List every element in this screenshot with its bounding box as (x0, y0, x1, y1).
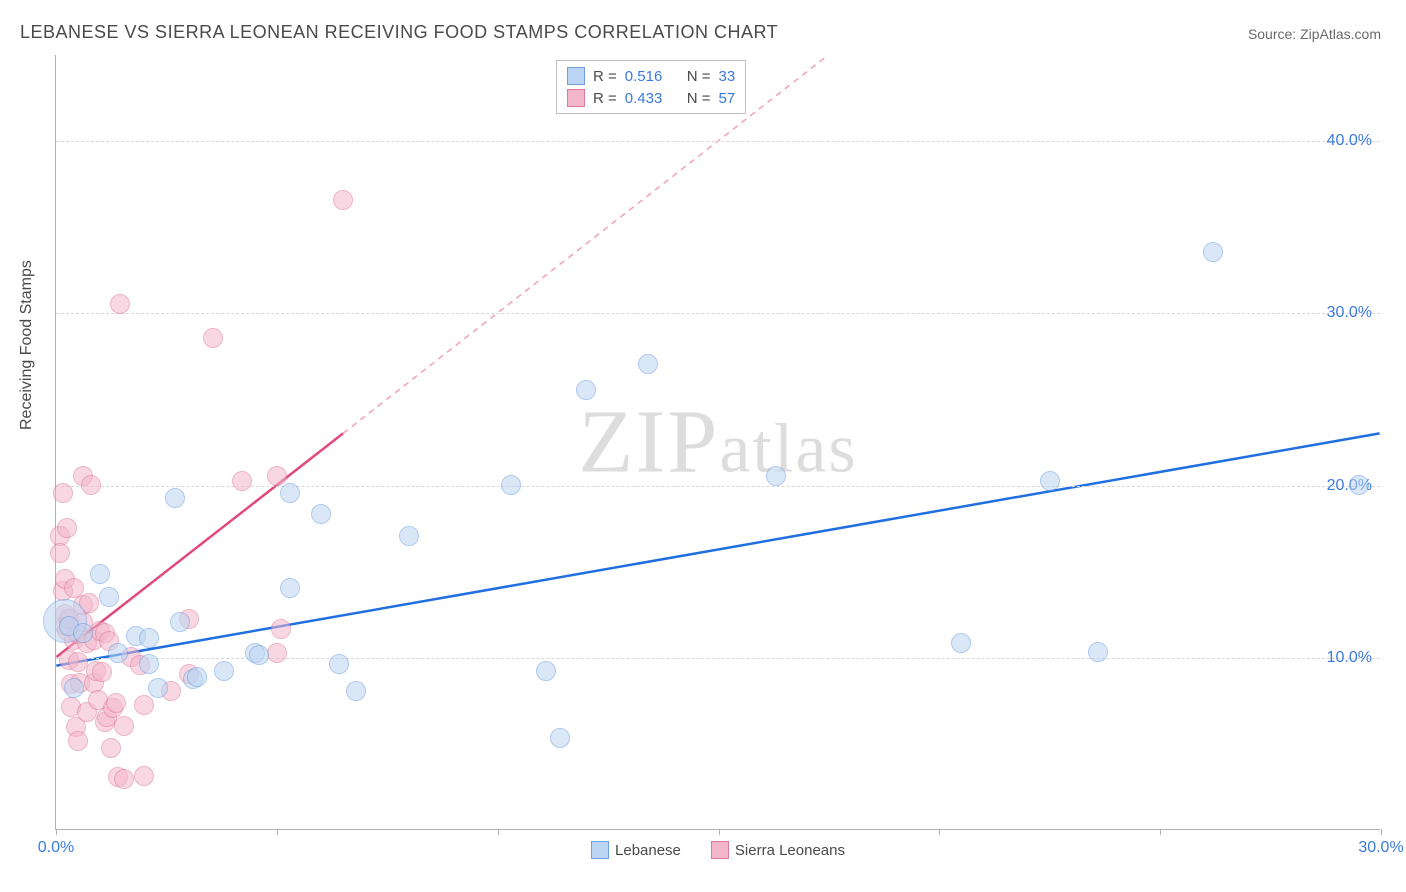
lebanese-point (148, 678, 168, 698)
gridline-h (56, 141, 1380, 142)
sierra-point (50, 543, 70, 563)
sierra-point (271, 619, 291, 639)
legend-swatch (711, 841, 729, 859)
sierra-point (134, 695, 154, 715)
y-tick-label: 30.0% (1327, 304, 1372, 322)
lebanese-point (64, 678, 84, 698)
sierra-point (106, 693, 126, 713)
legend-item: Sierra Leoneans (711, 841, 845, 859)
lebanese-point (550, 728, 570, 748)
x-tick-label: 0.0% (38, 839, 74, 857)
x-tick-mark (56, 829, 57, 835)
sierra-point (81, 475, 101, 495)
watermark: ZIPatlas (578, 391, 857, 494)
x-tick-mark (1160, 829, 1161, 835)
source-attribution: Source: ZipAtlas.com (1248, 26, 1381, 42)
y-tick-label: 40.0% (1327, 132, 1372, 150)
sierra-point (101, 738, 121, 758)
legend-item: Lebanese (591, 841, 681, 859)
x-tick-mark (719, 829, 720, 835)
lebanese-point (1349, 475, 1369, 495)
stats-swatch (567, 67, 585, 85)
stats-r-value: 0.433 (625, 90, 679, 107)
lebanese-point (1088, 642, 1108, 662)
sierra-point (134, 766, 154, 786)
lebanese-point (638, 354, 658, 374)
x-tick-mark (277, 829, 278, 835)
sierra-point (203, 328, 223, 348)
sierra-point (267, 643, 287, 663)
trend-lines-layer (56, 55, 1380, 829)
plot-area: ZIPatlas R =0.516N =33R =0.433N =57 Leba… (55, 55, 1380, 830)
stats-n-label: N = (687, 90, 711, 107)
lebanese-point (108, 643, 128, 663)
lebanese-point (951, 633, 971, 653)
lebanese-point (73, 623, 93, 643)
stats-row: R = 0.433 N = 57 (567, 87, 735, 109)
lebanese-point (139, 628, 159, 648)
trend-line (56, 433, 1379, 665)
series-legend: Lebanese Sierra Leoneans (591, 841, 845, 859)
legend-label: Sierra Leoneans (735, 842, 845, 859)
lebanese-point (280, 578, 300, 598)
lebanese-point (766, 466, 786, 486)
sierra-point (92, 662, 112, 682)
legend-swatch (591, 841, 609, 859)
sierra-point (53, 483, 73, 503)
gridline-h (56, 486, 1380, 487)
lebanese-point (399, 526, 419, 546)
x-tick-mark (1381, 829, 1382, 835)
stats-legend-box: R = 0.516 N = 33 R = 0.433 N = 57 (556, 60, 746, 114)
stats-r-label: R = (593, 68, 617, 85)
stats-n-label: N = (687, 68, 711, 85)
stats-r-label: R = (593, 90, 617, 107)
sierra-point (333, 190, 353, 210)
stats-swatch (567, 89, 585, 107)
lebanese-point (139, 654, 159, 674)
x-tick-mark (498, 829, 499, 835)
stats-n-value: 33 (719, 68, 736, 85)
lebanese-point (536, 661, 556, 681)
lebanese-point (90, 564, 110, 584)
sierra-point (68, 731, 88, 751)
y-tick-label: 10.0% (1327, 649, 1372, 667)
sierra-point (57, 518, 77, 538)
sierra-point (267, 466, 287, 486)
lebanese-point (1203, 242, 1223, 262)
lebanese-point (99, 587, 119, 607)
lebanese-point (311, 504, 331, 524)
lebanese-point (187, 667, 207, 687)
lebanese-point (214, 661, 234, 681)
lebanese-point (249, 645, 269, 665)
sierra-point (232, 471, 252, 491)
lebanese-point (501, 475, 521, 495)
stats-r-value: 0.516 (625, 68, 679, 85)
lebanese-point (1040, 471, 1060, 491)
lebanese-point (280, 483, 300, 503)
stats-n-value: 57 (719, 90, 736, 107)
y-axis-label: Receiving Food Stamps (18, 260, 36, 430)
gridline-h (56, 313, 1380, 314)
stats-row: R = 0.516 N = 33 (567, 65, 735, 87)
sierra-point (110, 294, 130, 314)
lebanese-point (346, 681, 366, 701)
lebanese-point (165, 488, 185, 508)
lebanese-point (170, 612, 190, 632)
legend-label: Lebanese (615, 842, 681, 859)
sierra-point (114, 716, 134, 736)
sierra-point (114, 769, 134, 789)
chart-title: LEBANESE VS SIERRA LEONEAN RECEIVING FOO… (20, 22, 778, 43)
x-tick-label: 30.0% (1358, 839, 1403, 857)
lebanese-point (576, 380, 596, 400)
x-tick-mark (939, 829, 940, 835)
lebanese-point (329, 654, 349, 674)
